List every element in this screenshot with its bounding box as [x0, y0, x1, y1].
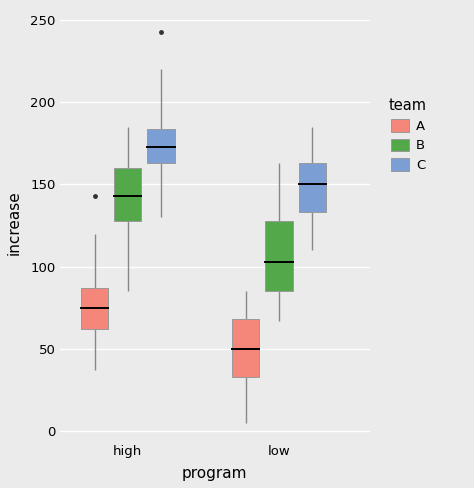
- Y-axis label: increase: increase: [7, 191, 22, 255]
- Bar: [147, 128, 175, 163]
- Bar: [265, 221, 292, 291]
- Legend: A, B, C: A, B, C: [383, 91, 434, 179]
- Bar: [81, 288, 108, 329]
- Bar: [299, 163, 326, 212]
- X-axis label: program: program: [182, 466, 247, 481]
- Bar: [114, 168, 141, 221]
- Bar: [232, 319, 259, 377]
